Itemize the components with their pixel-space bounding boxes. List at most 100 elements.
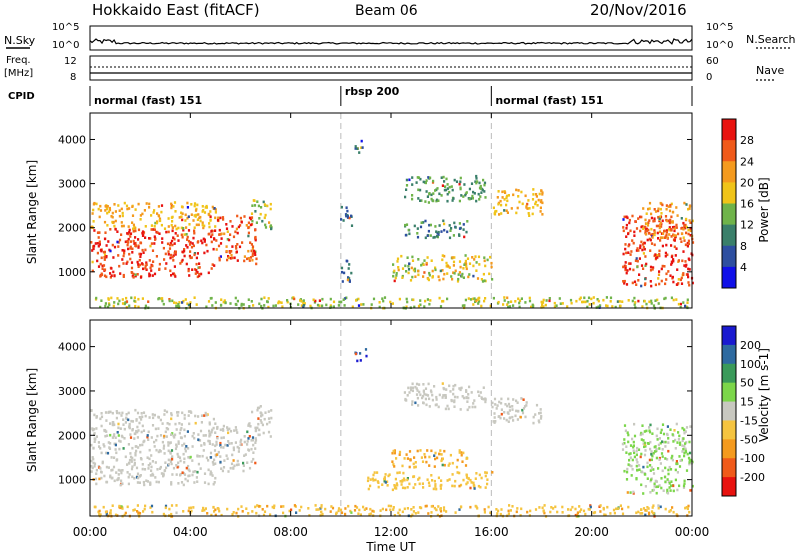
data-cell — [110, 267, 113, 270]
data-cell — [139, 218, 142, 221]
data-cell — [198, 216, 201, 220]
cpid-segment-label-0: normal (fast) 151 — [94, 94, 202, 107]
data-cell — [484, 297, 487, 300]
data-cell — [113, 479, 116, 483]
data-cell — [145, 479, 148, 482]
data-cell — [235, 428, 238, 432]
colorbar-tick-6: -100 — [740, 452, 765, 465]
data-cell — [151, 413, 154, 416]
data-cell — [510, 300, 513, 303]
data-cell — [195, 223, 198, 227]
data-cell — [207, 271, 210, 275]
data-cell — [200, 414, 204, 417]
data-cell — [321, 512, 324, 516]
data-cell — [412, 486, 415, 489]
data-cell — [638, 257, 641, 260]
data-cell — [406, 394, 409, 397]
data-cell — [518, 305, 521, 309]
data-cell — [499, 199, 502, 203]
data-cell — [658, 458, 661, 461]
data-cell — [641, 470, 644, 474]
data-cell — [128, 252, 131, 256]
data-cell — [670, 261, 674, 265]
data-cell — [378, 301, 381, 304]
data-cell — [669, 468, 673, 471]
data-cell — [486, 482, 489, 486]
data-cell — [180, 423, 183, 426]
data-cell — [171, 220, 174, 223]
data-cell — [266, 504, 269, 508]
data-cell — [271, 505, 274, 509]
data-cell — [250, 460, 253, 463]
beam-title: Beam 06 — [355, 3, 418, 19]
data-cell — [215, 453, 218, 456]
data-cell — [184, 298, 187, 301]
data-cell — [162, 472, 165, 476]
data-cell — [242, 464, 245, 467]
data-cell — [266, 422, 269, 426]
data-cell — [122, 423, 125, 426]
data-cell — [443, 509, 446, 512]
colorbar-segment-1 — [722, 344, 736, 365]
data-cell — [424, 236, 427, 240]
data-cell — [631, 299, 634, 303]
data-cell — [451, 256, 454, 259]
data-cell — [357, 304, 361, 307]
data-cell — [251, 436, 255, 439]
data-cell — [458, 199, 461, 203]
data-cell — [350, 214, 353, 218]
data-cell — [138, 475, 141, 478]
data-cell — [136, 430, 139, 434]
data-cell — [236, 214, 239, 218]
data-cell — [231, 245, 234, 248]
data-cell — [659, 431, 662, 434]
data-cell — [103, 258, 106, 261]
data-cell — [687, 232, 690, 236]
data-cell — [540, 300, 543, 304]
data-cell — [522, 398, 525, 401]
data-cell — [491, 278, 494, 281]
data-cell — [643, 443, 646, 446]
data-cell — [332, 300, 336, 304]
data-cell — [453, 399, 456, 403]
data-cell — [649, 238, 652, 242]
data-cell — [99, 447, 102, 450]
data-cell — [659, 462, 662, 465]
data-cell — [436, 235, 439, 238]
data-cell — [682, 227, 685, 231]
data-cell — [541, 193, 544, 196]
data-cell — [286, 300, 289, 304]
data-cell — [263, 304, 266, 307]
data-cell — [684, 442, 687, 445]
data-cell — [236, 299, 239, 303]
data-cell — [448, 266, 451, 269]
data-cell — [203, 414, 206, 417]
data-cell — [638, 464, 641, 467]
data-cell — [664, 251, 667, 255]
data-cell — [491, 401, 494, 405]
data-cell — [649, 440, 652, 444]
data-cell — [661, 448, 664, 451]
data-cell — [537, 419, 540, 422]
data-cell — [250, 243, 253, 246]
data-cell — [653, 482, 656, 486]
data-cell — [405, 184, 409, 187]
data-cell — [196, 252, 199, 255]
data-cell — [129, 232, 133, 235]
data-cell — [353, 509, 357, 512]
data-cell — [478, 300, 481, 303]
data-cell — [193, 436, 196, 440]
data-cell — [153, 413, 156, 417]
data-cell — [157, 427, 160, 430]
data-cell — [92, 446, 95, 450]
data-cell — [405, 297, 408, 301]
data-cell — [435, 395, 438, 399]
data-cell — [177, 442, 180, 445]
data-cell — [343, 271, 346, 275]
data-cell — [100, 451, 103, 455]
data-cell — [158, 262, 161, 266]
data-cell — [193, 252, 196, 255]
data-cell — [480, 191, 483, 194]
data-cell — [660, 452, 664, 455]
data-cell — [194, 209, 198, 212]
